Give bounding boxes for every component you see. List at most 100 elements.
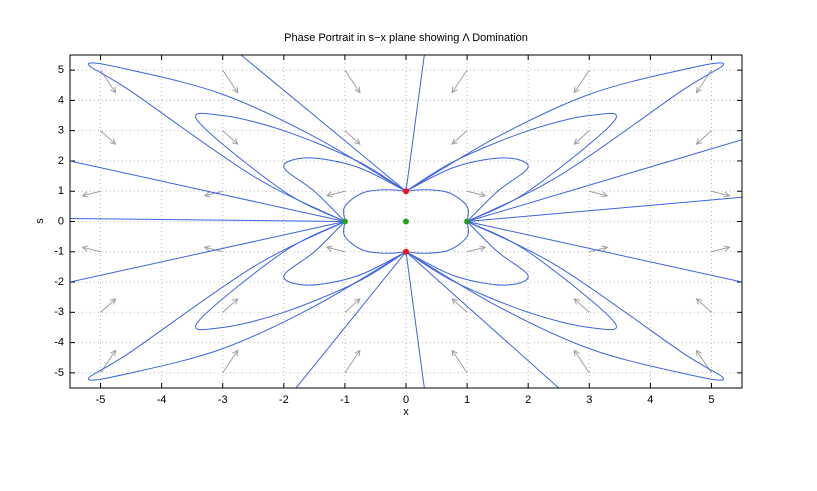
fixed-point: [341, 218, 348, 225]
trajectory: [195, 112, 407, 222]
arrow-shaft: [222, 69, 239, 93]
arrow-shaft: [696, 130, 712, 145]
x-tick-label: -3: [218, 394, 228, 406]
arrow-shaft: [573, 298, 590, 313]
y-tick-label: -4: [54, 336, 64, 348]
trajectory: [70, 217, 345, 222]
arrow-shaft: [451, 69, 468, 93]
quiver-arrow: [466, 190, 487, 198]
arrow-shaft: [100, 130, 116, 145]
fixed-point: [403, 218, 409, 225]
arrow-shaft: [204, 246, 223, 253]
quiver-arrow: [451, 130, 468, 145]
trajectory: [405, 221, 529, 286]
arrow-head: [695, 86, 702, 94]
trajectory: [405, 112, 617, 222]
y-axis-label: s: [34, 218, 46, 224]
quiver-arrow: [222, 298, 239, 313]
arrow-head: [695, 138, 703, 145]
arrow-shaft: [451, 298, 468, 313]
arrow-shaft: [222, 350, 239, 374]
arrow-head: [109, 138, 117, 145]
quiver-arrow: [711, 245, 731, 253]
trajectory: [405, 62, 725, 222]
quiver-arrow: [466, 245, 487, 253]
arrow-head: [203, 245, 211, 252]
quiver-arrow: [203, 245, 223, 253]
arrow-head: [479, 191, 487, 198]
trajectory: [405, 55, 425, 192]
arrow-head: [81, 191, 89, 198]
arrow-shaft: [711, 246, 730, 253]
arrow-shaft: [100, 298, 116, 313]
arrow-head: [723, 191, 731, 198]
trajectory: [283, 221, 407, 286]
arrow-shaft: [589, 190, 608, 197]
arrow-shaft: [589, 246, 608, 253]
arrow-head: [203, 191, 211, 198]
trajectory: [467, 196, 742, 222]
trajectory: [405, 221, 617, 331]
trajectory: [343, 189, 407, 222]
arrow-head: [354, 349, 361, 357]
trajectory: [87, 62, 407, 222]
arrow-head: [601, 191, 609, 198]
y-tick-label: 5: [58, 64, 64, 76]
arrow-shaft: [696, 298, 712, 313]
quiver-arrow: [711, 190, 731, 198]
x-tick-label: 3: [586, 394, 592, 406]
arrow-shaft: [573, 350, 590, 374]
trajectory: [343, 221, 407, 254]
quiver-arrow: [573, 349, 590, 374]
quiver-arrow: [344, 130, 361, 145]
y-tick-label: -5: [54, 367, 64, 379]
x-tick-label: 2: [525, 394, 531, 406]
quiver-arrow: [589, 190, 609, 198]
quiver-arrow: [81, 190, 101, 198]
arrow-head: [353, 138, 361, 145]
quiver-arrow: [325, 245, 346, 253]
arrow-head: [232, 349, 239, 357]
quiver-arrow: [573, 130, 590, 145]
arrow-head: [231, 298, 239, 305]
x-tick-label: -1: [340, 394, 350, 406]
trajectory: [195, 221, 407, 331]
arrow-head: [573, 298, 581, 305]
quiver-arrow: [203, 190, 223, 198]
trajectory: [87, 221, 407, 381]
trajectory: [405, 157, 529, 222]
arrow-shaft: [82, 190, 101, 197]
y-tick-label: 0: [58, 215, 64, 227]
quiver-arrow: [695, 298, 712, 313]
arrow-shaft: [711, 190, 730, 197]
y-tick-label: 1: [58, 185, 64, 197]
arrow-shaft: [466, 246, 486, 253]
y-tick-label: -3: [54, 306, 64, 318]
arrow-head: [695, 349, 702, 357]
quiver-arrow: [81, 245, 101, 253]
arrow-head: [451, 349, 458, 357]
y-tick-label: 2: [58, 155, 64, 167]
quiver-arrow: [344, 298, 361, 313]
quiver-arrow: [573, 69, 590, 94]
quiver-arrow: [222, 69, 239, 94]
arrow-head: [695, 298, 703, 305]
arrow-shaft: [344, 298, 361, 313]
arrow-head: [109, 298, 117, 305]
arrow-head: [601, 245, 609, 252]
trajectory: [70, 160, 346, 222]
quiver-arrow: [695, 130, 712, 145]
x-axis-label: x: [403, 406, 409, 418]
x-tick-label: 4: [647, 394, 653, 406]
arrow-head: [354, 86, 361, 94]
arrow-head: [573, 138, 581, 145]
arrow-head: [353, 298, 361, 305]
fixed-point: [403, 188, 409, 195]
fixed-point: [464, 218, 471, 225]
arrow-head: [573, 86, 580, 94]
x-tick-label: 0: [403, 394, 409, 406]
arrow-head: [479, 245, 487, 252]
arrow-head: [451, 86, 458, 94]
arrow-shaft: [466, 190, 486, 197]
